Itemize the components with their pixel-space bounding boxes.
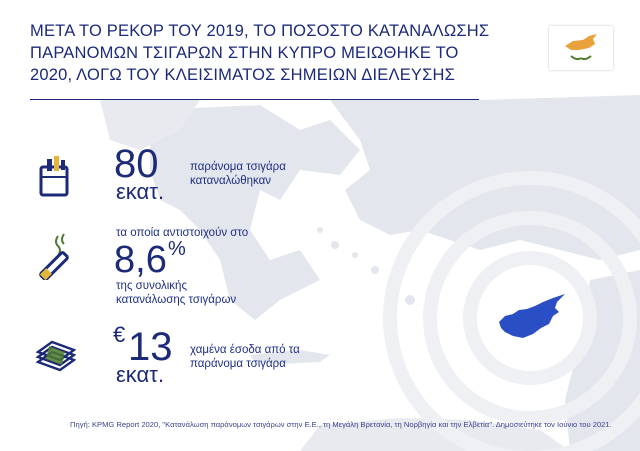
flag-island-shape bbox=[565, 34, 597, 50]
stat-3-number: 13 bbox=[128, 325, 173, 369]
stat-3-desc-line1: χαμένα έσοδα από τα bbox=[190, 344, 300, 356]
stat-1-desc-line1: παράνομα τσιγάρα bbox=[190, 161, 286, 173]
cigarette-pack-icon bbox=[39, 156, 69, 197]
map-land-africa bbox=[300, 418, 570, 451]
cyprus-flag bbox=[549, 26, 613, 70]
map-land-europe bbox=[100, 100, 200, 150]
money-stack-icon bbox=[35, 340, 76, 372]
stat-2-desc-line2: κατανάλωσης τσιγάρων bbox=[116, 294, 237, 306]
page-title: ΜΕΤΑ ΤΟ ΡΕΚΟΡ ΤΟΥ 2019, ΤΟ ΠΟΣΟΣΤΟ ΚΑΤΑΝ… bbox=[30, 22, 490, 84]
stat-3-unit: εκατ. bbox=[116, 362, 165, 387]
flag-olive-branch-left bbox=[570, 55, 582, 61]
radar-rings bbox=[383, 171, 640, 451]
lit-cigarette-icon bbox=[39, 233, 69, 280]
stat-2-desc-line1: της συνολικής bbox=[116, 280, 187, 292]
stat-1-number: 80 bbox=[114, 142, 159, 186]
stat-2-unit: % bbox=[168, 238, 186, 260]
stat-3-currency: € bbox=[113, 322, 126, 347]
flag-olive-branch-right bbox=[580, 55, 592, 61]
title-underline bbox=[30, 99, 479, 100]
cyprus-island-map bbox=[499, 294, 565, 338]
stat-3-desc-line2: παράνομα τσιγάρα bbox=[190, 358, 286, 370]
stat-2-intro: τα οποία αντιστοιχούν στο bbox=[116, 227, 249, 239]
source-note: Πηγή: KPMG Report 2020, "Κατανάλωση παρά… bbox=[70, 420, 612, 429]
stat-1-unit: εκατ. bbox=[116, 179, 165, 204]
map-land-crete bbox=[250, 350, 330, 364]
stat-1-desc-line2: καταναλώθηκαν bbox=[190, 175, 272, 187]
stat-2-number: 8,6 bbox=[114, 239, 167, 281]
map-land-balkans bbox=[150, 105, 360, 320]
